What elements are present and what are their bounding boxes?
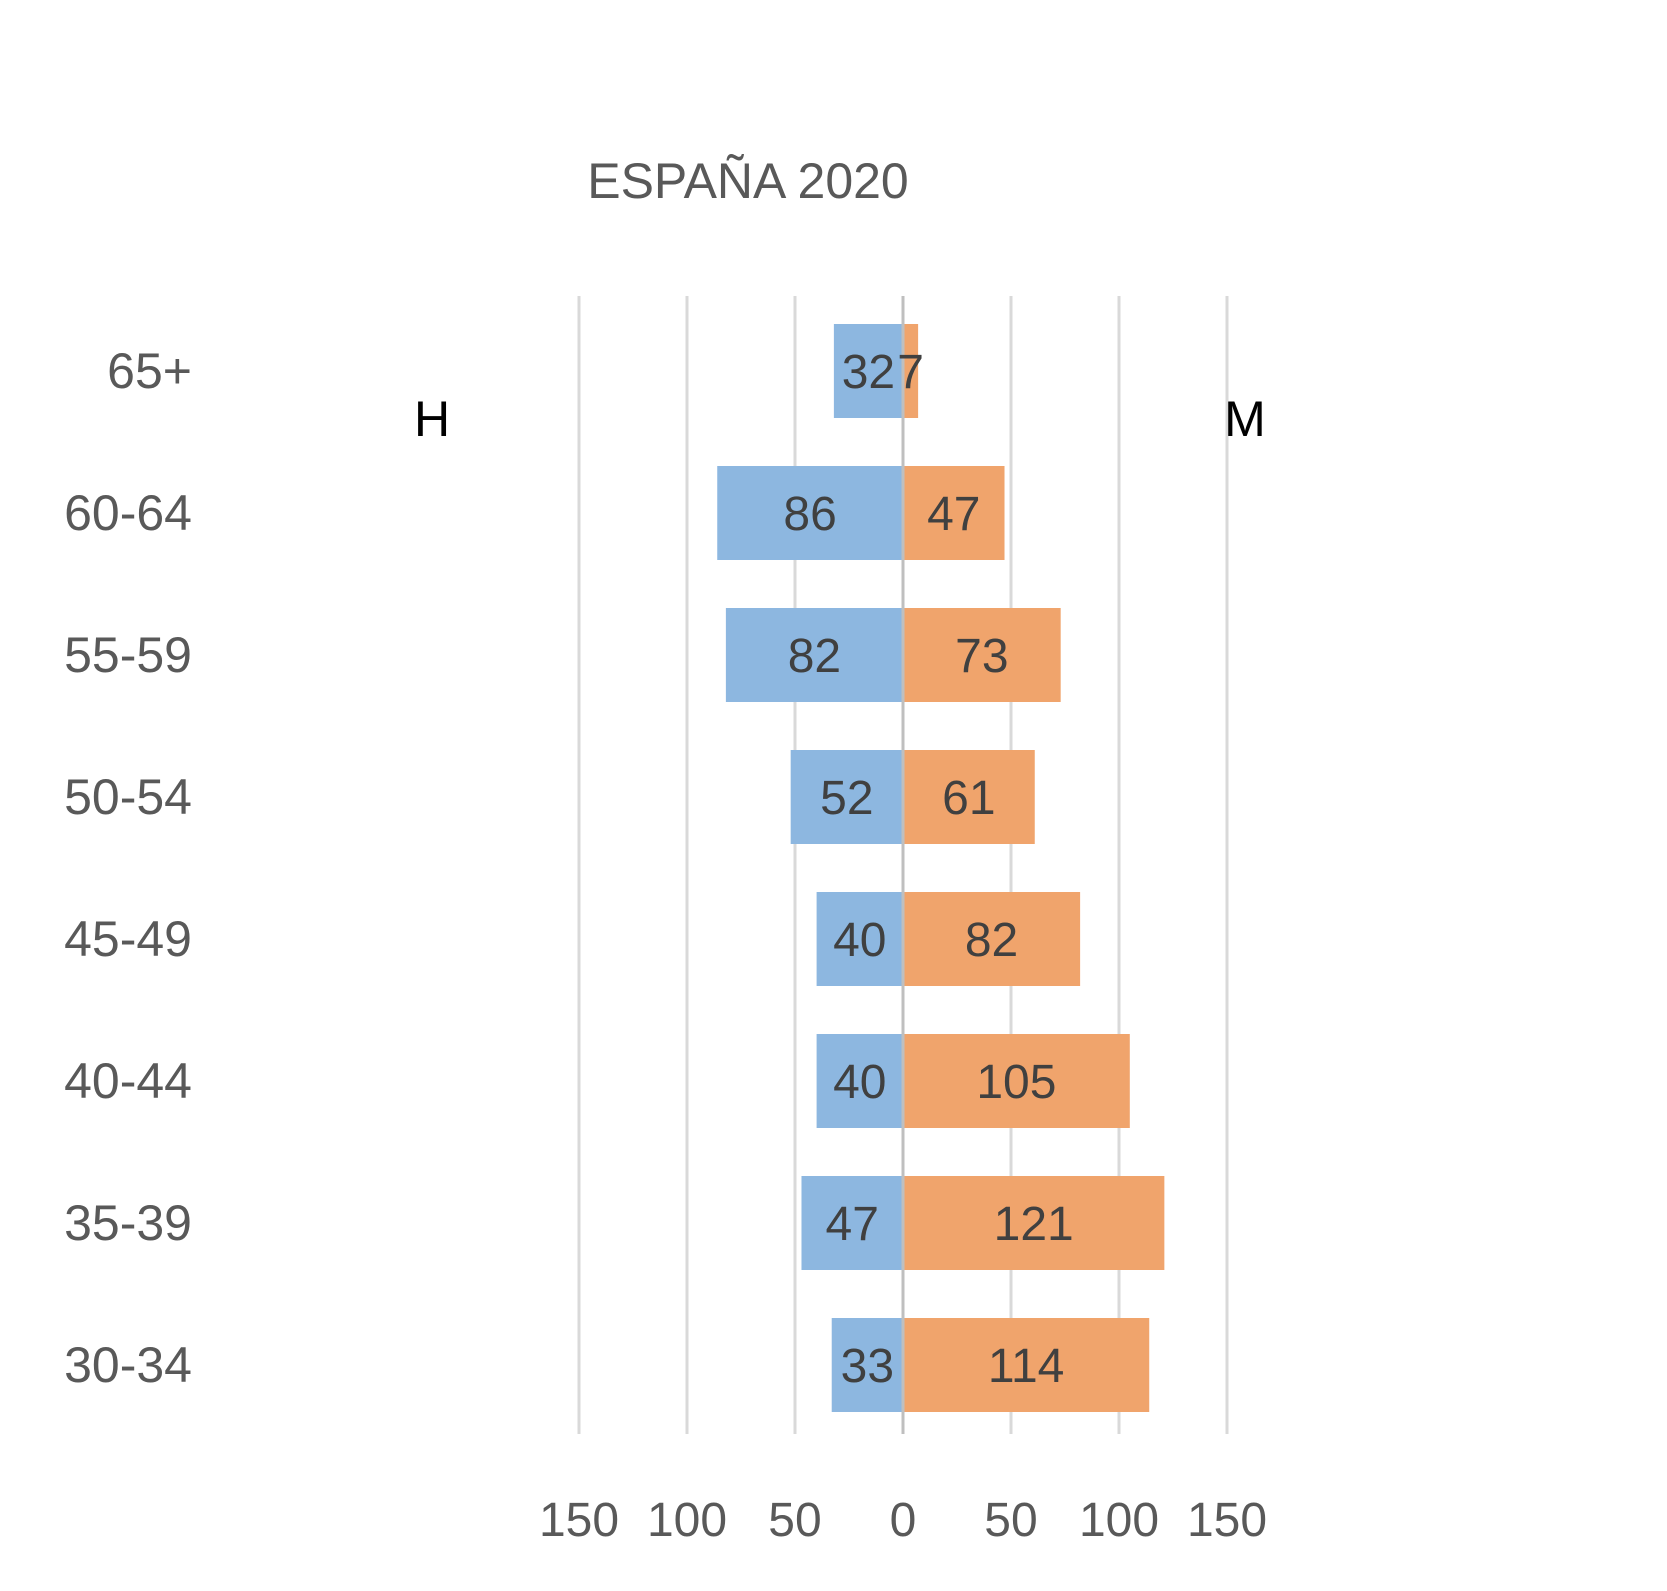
bar-m <box>903 1176 1165 1270</box>
x-tick-label: 50 <box>768 1494 821 1547</box>
category-label: 40-44 <box>64 1053 192 1109</box>
category-label: 55-59 <box>64 627 192 683</box>
bar-h <box>831 1318 903 1412</box>
data-label-m: 61 <box>942 772 995 825</box>
bar-m <box>903 892 1081 986</box>
series-label-m: M <box>1224 391 1266 447</box>
bars <box>717 324 1165 1412</box>
category-label: 60-64 <box>64 485 192 541</box>
data-label-h: 32 <box>842 346 895 399</box>
bar-m <box>903 750 1035 844</box>
bar-h <box>717 466 903 560</box>
x-tick-label: 0 <box>890 1494 917 1547</box>
x-tick-label: 150 <box>539 1494 619 1547</box>
data-label-h: 82 <box>788 630 841 683</box>
bar-m <box>903 324 919 418</box>
category-label: 45-49 <box>64 911 192 967</box>
x-tick-label: 50 <box>984 1494 1037 1547</box>
x-tick-labels: 150 100 50 0 50 100 150 <box>539 1494 1267 1547</box>
x-tick-label: 100 <box>1079 1494 1159 1547</box>
data-label-m: 121 <box>994 1198 1074 1251</box>
category-label: 35-39 <box>64 1195 192 1251</box>
data-label-h: 33 <box>841 1340 894 1393</box>
bar-m <box>903 1034 1130 1128</box>
bar-h <box>816 1034 903 1128</box>
bar-m <box>903 1318 1150 1412</box>
series-label-h: H <box>414 391 450 447</box>
category-labels: 65+ 60-64 55-59 50-54 45-49 40-44 35-39 30-34 <box>64 343 192 1393</box>
data-label-h: 86 <box>783 488 836 541</box>
data-label-h: 40 <box>833 1056 886 1109</box>
x-tick-label: 100 <box>647 1494 727 1547</box>
bar-h <box>725 608 903 702</box>
data-label-h: 47 <box>826 1198 879 1251</box>
data-label-m: 82 <box>965 914 1018 967</box>
data-label-m: 114 <box>988 1340 1065 1393</box>
chart-title: ESPAÑA 2020 <box>587 153 909 209</box>
data-label-m: 105 <box>976 1056 1056 1109</box>
category-label: 65+ <box>107 343 192 399</box>
bar-h <box>816 892 903 986</box>
data-label-m: 73 <box>955 630 1008 683</box>
data-label-h: 52 <box>820 772 873 825</box>
data-label-h: 40 <box>833 914 886 967</box>
data-label-m: 7 <box>897 346 924 399</box>
bar-h <box>833 324 903 418</box>
category-label: 30-34 <box>64 1337 192 1393</box>
bar-m <box>903 608 1061 702</box>
bar-h <box>801 1176 903 1270</box>
category-label: 50-54 <box>64 769 192 825</box>
x-tick-label: 150 <box>1187 1494 1267 1547</box>
bar-h <box>790 750 903 844</box>
data-labels: 32 7 86 47 82 73 52 61 40 82 40 105 47 121 33 114 <box>783 346 1073 1393</box>
data-label-m: 47 <box>927 488 980 541</box>
bar-m <box>903 466 1005 560</box>
